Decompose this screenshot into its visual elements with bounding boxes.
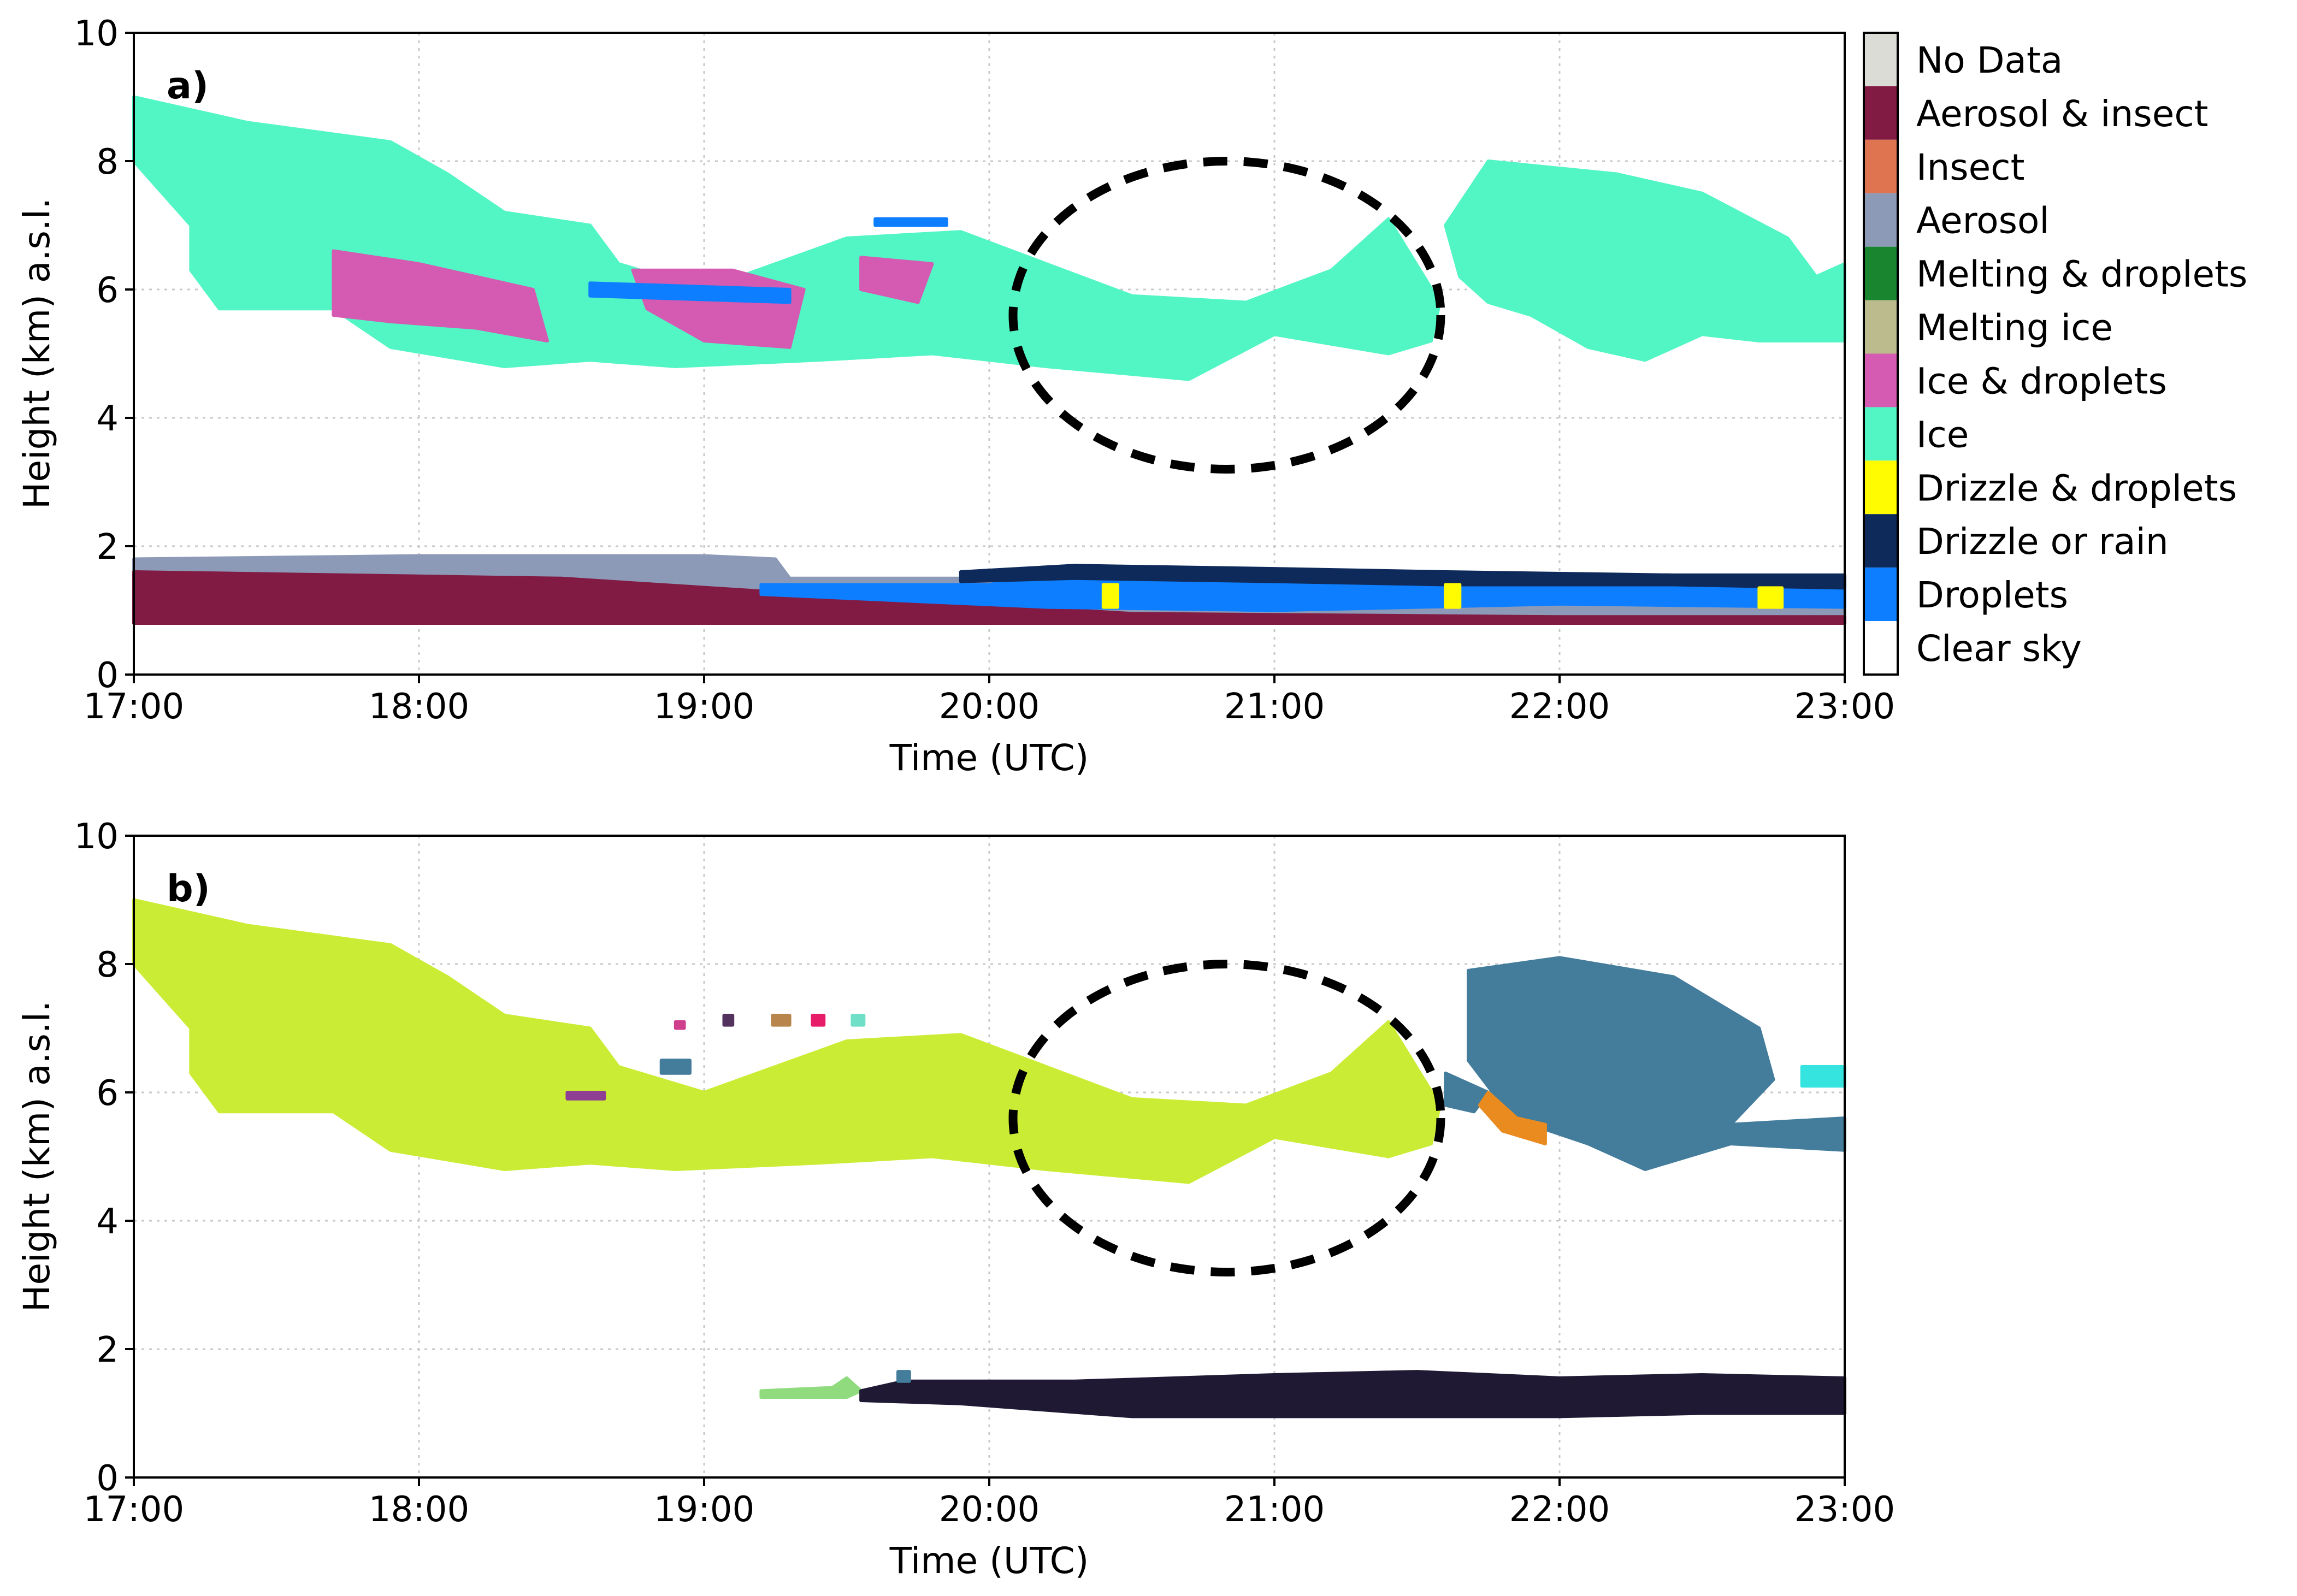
- cluster-region: [674, 1020, 686, 1030]
- y-tick-label: 4: [96, 1202, 119, 1242]
- y-ticks-b: 0 2 4 6 8 10: [74, 817, 134, 1499]
- region-drizzle-droplets: [1444, 583, 1462, 609]
- legend-label: Aerosol: [1916, 200, 2050, 242]
- legend-swatch: [1864, 246, 1898, 300]
- legend-label: Melting ice: [1916, 307, 2113, 349]
- x-tick-label: 21:00: [1224, 1489, 1325, 1530]
- region-ice-droplets: [859, 256, 934, 304]
- cluster-region: [771, 1014, 792, 1027]
- legend-swatch: [1864, 353, 1898, 407]
- x-axis-label-a: Time (UTC): [889, 737, 1089, 779]
- cluster-region: [132, 898, 1442, 1184]
- x-tick-label: 17:00: [84, 687, 184, 727]
- x-ticks-a: 17:00 18:00 19:00 20:00 21:00 22:00 23:00: [84, 675, 1895, 727]
- y-tick-label: 8: [96, 142, 119, 182]
- y-tick-label: 2: [96, 1330, 119, 1370]
- legend-frame: [1863, 32, 1899, 676]
- x-tick-label: 18:00: [369, 687, 469, 727]
- region-drizzle-droplets: [1757, 586, 1784, 609]
- x-axis-label-b: Time (UTC): [889, 1540, 1089, 1582]
- legend-label: No Data: [1916, 39, 2063, 81]
- y-tick-label: 6: [96, 1073, 119, 1114]
- y-axis-label-a: Height (km) a.s.l.: [16, 198, 58, 509]
- legend-swatch: [1864, 86, 1898, 140]
- x-tick-label: 22:00: [1509, 1489, 1610, 1530]
- cluster-region: [811, 1014, 826, 1027]
- legend-swatch: [1864, 514, 1898, 568]
- regions-a: [132, 95, 1846, 625]
- annotation-ellipse-b: [1008, 960, 1445, 1276]
- legend-label: Melting & droplets: [1916, 253, 2247, 295]
- x-tick-label: 18:00: [369, 1489, 469, 1530]
- cluster-region: [1800, 1065, 1846, 1088]
- y-tick-label: 8: [96, 945, 119, 985]
- legend-label: Clear sky: [1916, 628, 2082, 670]
- cluster-region: [722, 1014, 735, 1027]
- legend-label: Insect: [1916, 146, 2024, 188]
- x-tick-label: 19:00: [654, 687, 754, 727]
- legend-swatch: [1864, 139, 1898, 193]
- panel-label-b: b): [167, 867, 210, 911]
- y-axis-label-b: Height (km) a.s.l.: [16, 1001, 58, 1312]
- annotation-ellipse-a: [1008, 157, 1445, 474]
- legend-label: Ice & droplets: [1916, 360, 2167, 402]
- region-drizzle-droplets: [1101, 583, 1119, 609]
- x-tick-label: 21:00: [1224, 687, 1325, 727]
- legend-label: Aerosol & insect: [1916, 93, 2209, 135]
- regions-b: [132, 898, 1846, 1418]
- x-ticks-b: 17:00 18:00 19:00 20:00 21:00 22:00 23:00: [84, 1477, 1895, 1530]
- panel-b: b) 17:00 18:00 19:00 20:00 21:00 22:00 23:00 0…: [16, 817, 1895, 1582]
- legend-swatch: [1864, 621, 1898, 675]
- y-tick-label: 4: [96, 399, 119, 439]
- y-tick-label: 10: [74, 817, 119, 857]
- y-ticks-a: 0 2 4 6 8 10: [74, 14, 134, 696]
- region-droplets: [588, 281, 792, 304]
- region-droplets: [873, 217, 948, 227]
- y-tick-label: 6: [96, 270, 119, 311]
- region-ice: [1444, 159, 1846, 362]
- y-tick-label: 0: [96, 655, 119, 696]
- panel-a: a) 17:00 18:00 19:00 20:00 21:00 22:00 23:00 0…: [16, 14, 2247, 779]
- region-aerosol-insect: [132, 570, 1846, 625]
- x-tick-label: 17:00: [84, 1489, 184, 1530]
- legend-label: Ice: [1916, 413, 1969, 456]
- x-tick-label: 20:00: [939, 687, 1040, 727]
- y-tick-label: 0: [96, 1458, 119, 1499]
- cluster-region: [565, 1091, 606, 1101]
- x-tick-label: 23:00: [1794, 687, 1895, 727]
- legend-label: Drizzle & droplets: [1916, 467, 2237, 509]
- cluster-region: [896, 1370, 911, 1383]
- cluster-region: [851, 1014, 866, 1027]
- legend-swatch: [1864, 460, 1898, 515]
- cluster-region: [1478, 1091, 1547, 1145]
- legend-swatch: [1864, 300, 1898, 354]
- y-tick-label: 10: [74, 14, 119, 54]
- cluster-region: [659, 1059, 692, 1075]
- legend-swatch: [1864, 568, 1898, 622]
- legend-swatch: [1864, 193, 1898, 247]
- legend-label: Droplets: [1916, 574, 2068, 616]
- region-ice-droplets: [332, 249, 549, 342]
- legend: No Data Aerosol & insect Insect Aerosol Melt…: [1863, 32, 2247, 676]
- cluster-region: [1444, 1071, 1490, 1114]
- x-tick-label: 20:00: [939, 1489, 1040, 1530]
- panel-label-a: a): [167, 64, 209, 108]
- legend-swatch: [1864, 33, 1898, 86]
- legend-label: Drizzle or rain: [1916, 521, 2169, 563]
- legend-swatch: [1864, 407, 1898, 461]
- x-tick-label: 22:00: [1509, 687, 1610, 727]
- y-tick-label: 2: [96, 527, 119, 568]
- x-tick-label: 23:00: [1794, 1489, 1895, 1530]
- x-tick-label: 19:00: [654, 1489, 754, 1530]
